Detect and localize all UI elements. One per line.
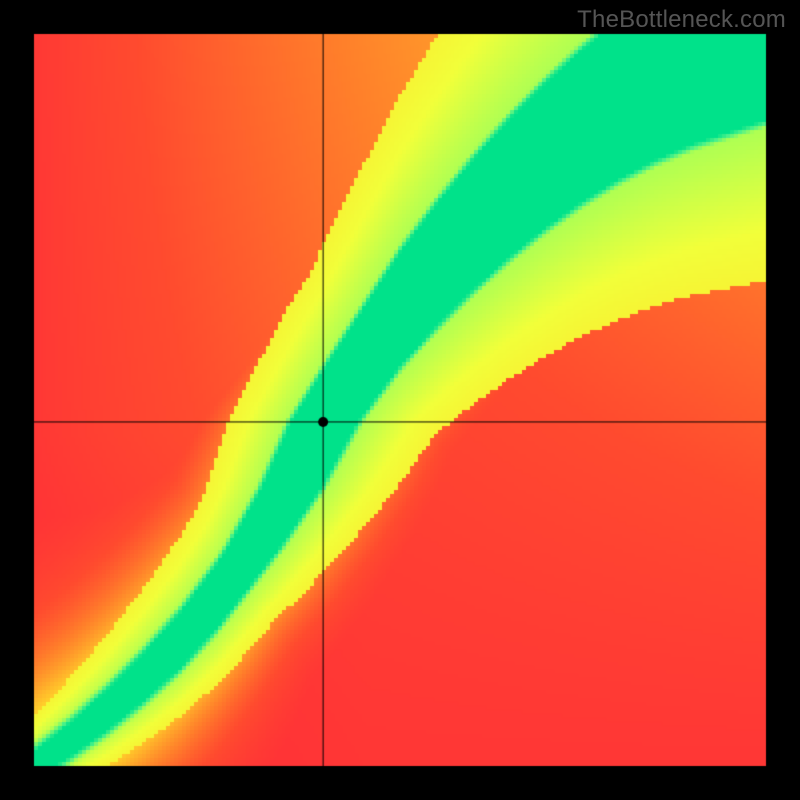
heatmap-canvas: [0, 0, 800, 800]
chart-container: TheBottleneck.com: [0, 0, 800, 800]
watermark-text: TheBottleneck.com: [577, 6, 786, 34]
